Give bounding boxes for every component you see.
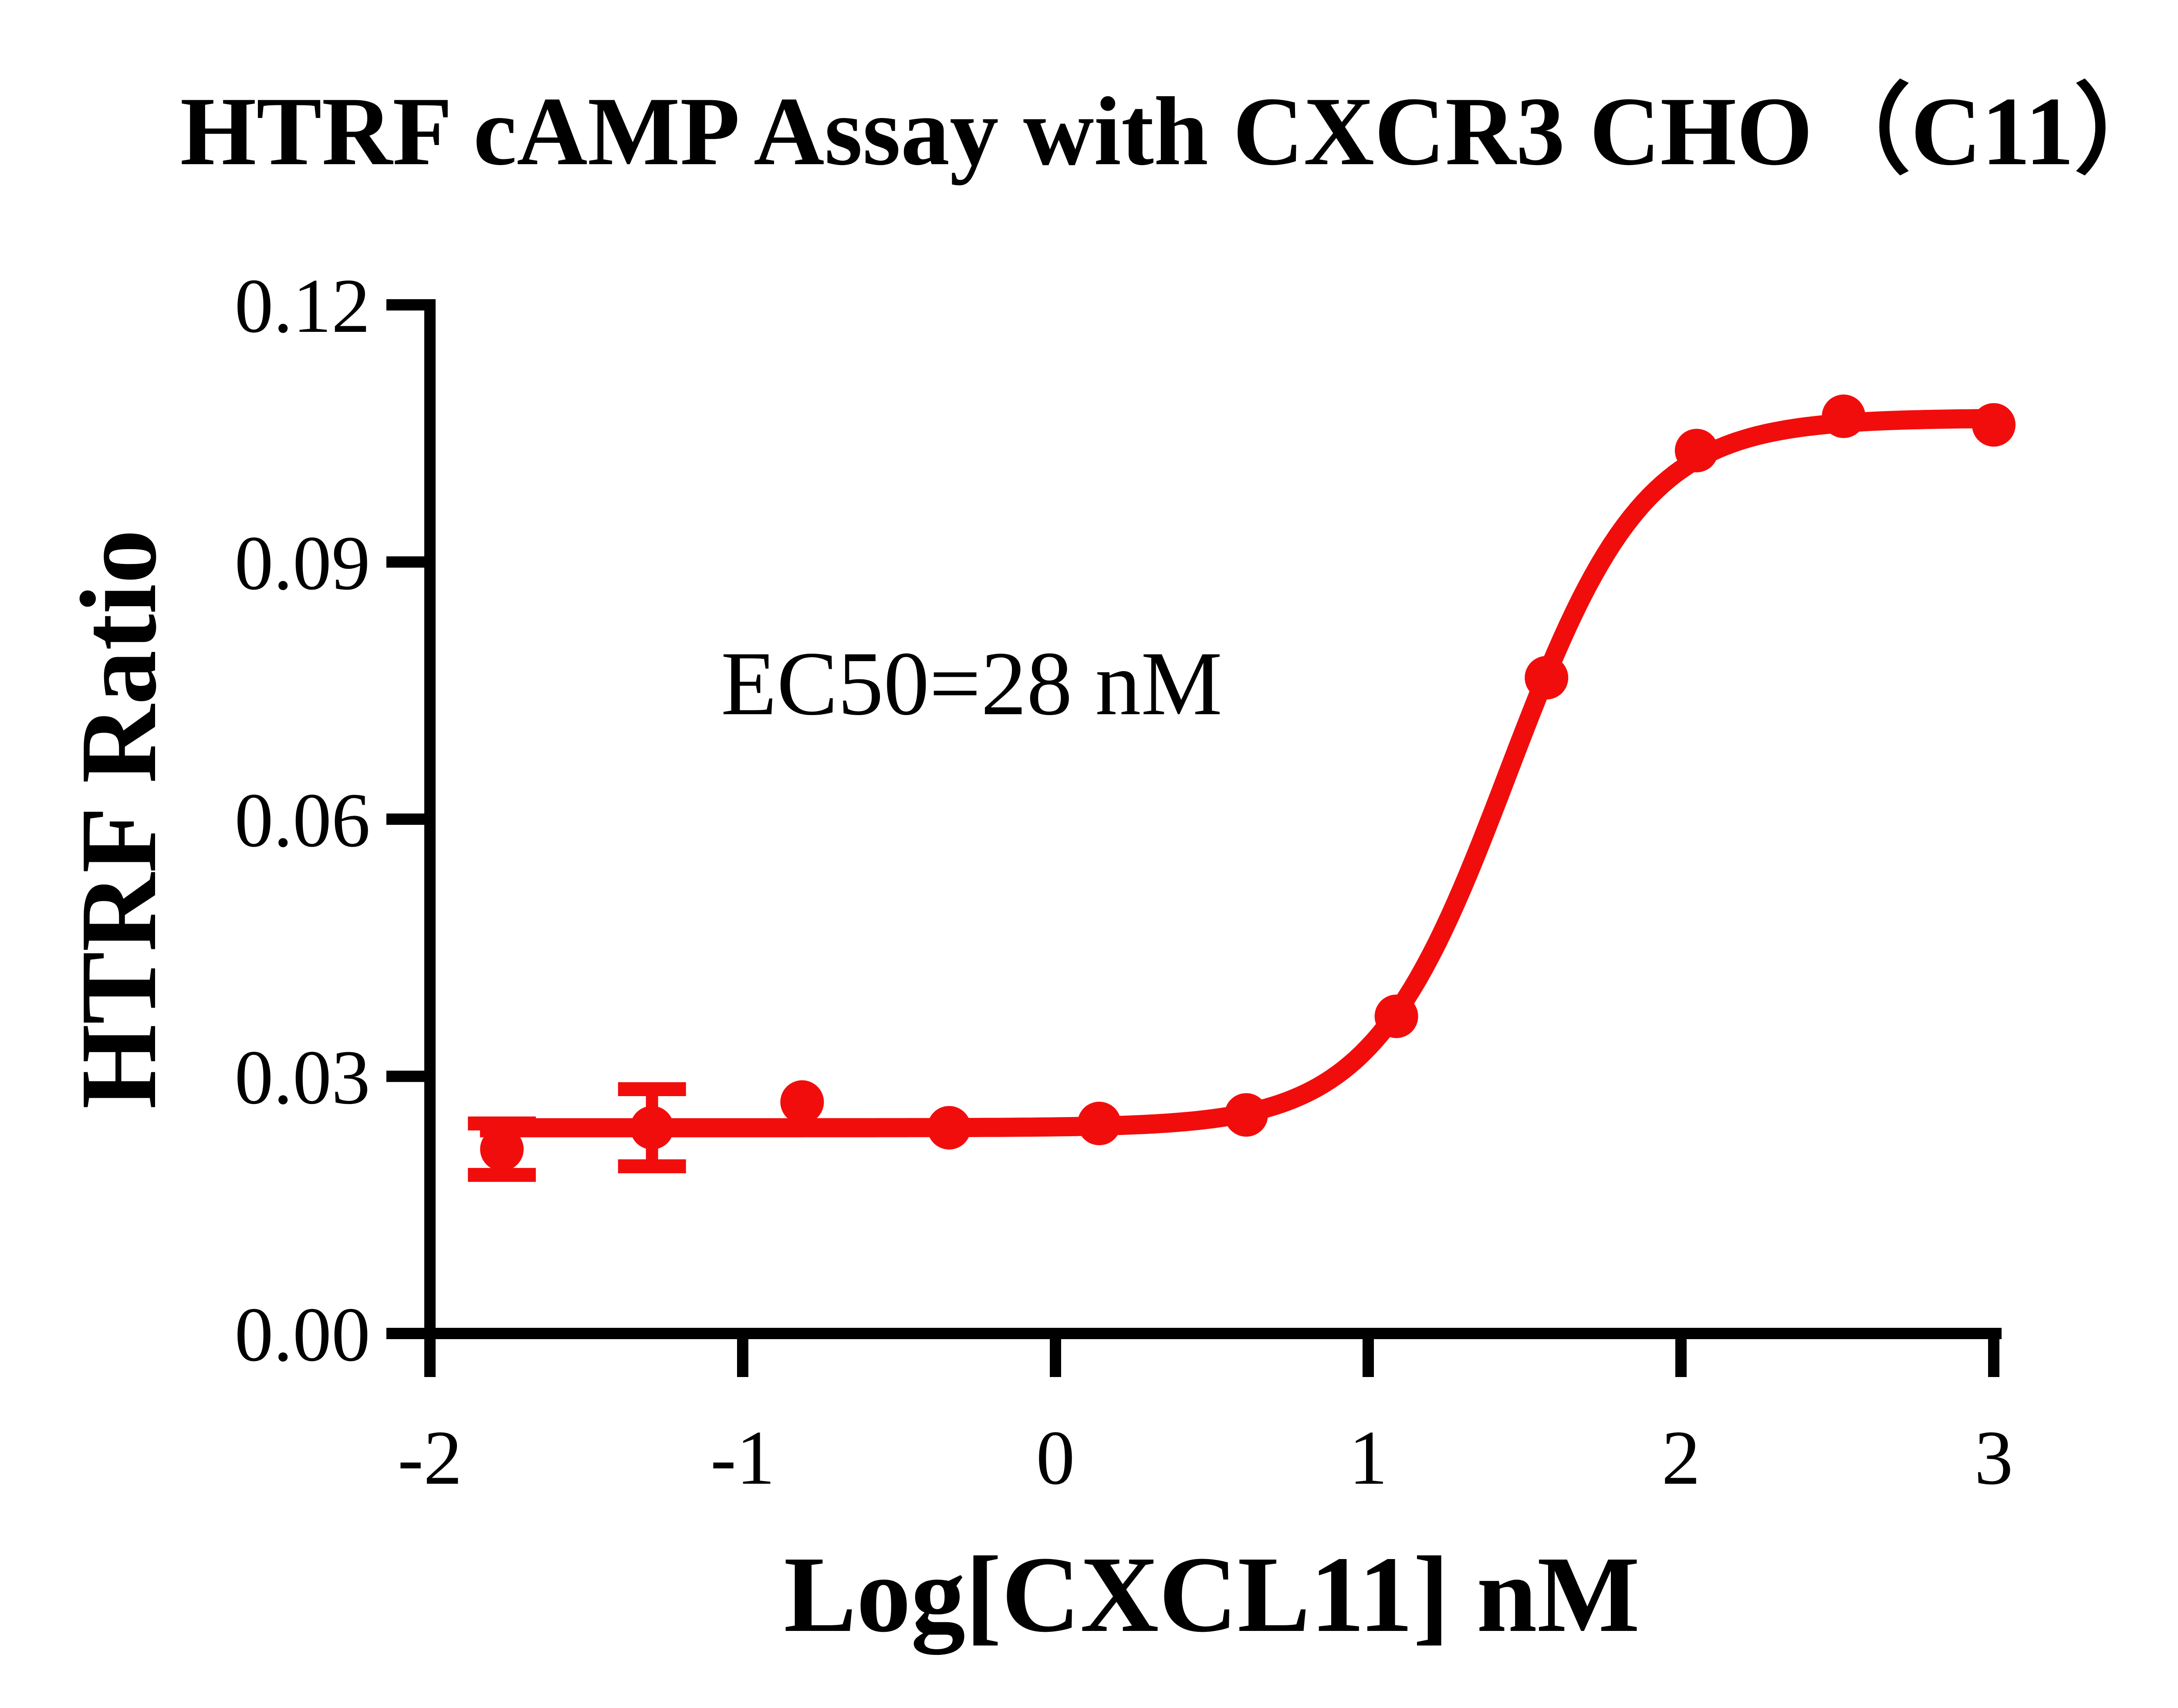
data-point-marker (1972, 403, 2016, 447)
y-tick-label: 0.06 (235, 777, 371, 863)
data-point-marker (1374, 994, 1418, 1038)
data-point-marker (480, 1127, 524, 1171)
ec50-annotation: EC50=28 nM (721, 633, 1222, 734)
axes: 0.00 0.03 0.06 0.09 0.12 -2 -1 0 1 2 3 (235, 263, 2013, 1501)
x-tick-label: 0 (1036, 1414, 1075, 1501)
fit-curve-line (477, 409, 1997, 1138)
chart-title: HTRF cAMP Assay with CXCR3 CHO（C11） (180, 77, 2172, 186)
data-point-marker (1822, 394, 1866, 438)
y-tick-label: 0.09 (235, 520, 371, 606)
data-point-marker (780, 1080, 824, 1124)
x-tick-label: 1 (1349, 1414, 1388, 1501)
data-point-marker (1674, 429, 1718, 473)
x-tick-label: 2 (1662, 1414, 1701, 1501)
data-point-marker (1525, 656, 1569, 700)
plot-series (468, 394, 2016, 1182)
y-tick-label: 0.00 (235, 1291, 371, 1377)
y-tick-label: 0.12 (235, 263, 371, 349)
data-point-marker (1077, 1101, 1121, 1145)
x-axis-title: Log[CXCL11] nM (784, 1534, 1640, 1655)
x-tick-label: -2 (398, 1414, 462, 1501)
x-tick-label: -1 (710, 1414, 775, 1501)
y-tick-label: 0.03 (235, 1034, 371, 1121)
y-axis-title: HTRF Ratio (58, 530, 179, 1109)
data-point-marker (1224, 1093, 1268, 1137)
data-point-marker (630, 1106, 674, 1150)
data-point-marker (927, 1106, 971, 1150)
x-tick-label: 3 (1975, 1414, 2013, 1501)
